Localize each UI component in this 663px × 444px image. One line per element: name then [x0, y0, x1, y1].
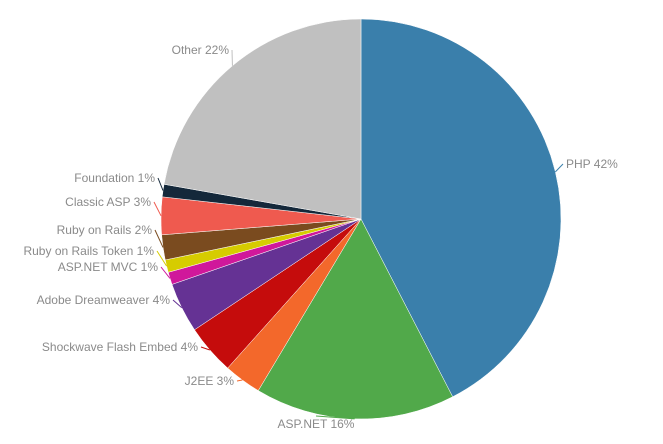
- leader-line-php: [555, 163, 564, 173]
- leader-line-j2ee: [236, 379, 243, 382]
- leader-line-shockwave-flash-embed: [200, 346, 211, 351]
- label-ruby-on-rails: Ruby on Rails 2%: [57, 223, 153, 237]
- slices-layer: [160, 18, 562, 420]
- label-asp-net: ASP.NET 16%: [278, 417, 355, 431]
- leader-line-ruby-on-rails-token: [156, 250, 168, 267]
- leader-lines-layer: [153, 49, 564, 420]
- label-shockwave-flash-embed: Shockwave Flash Embed 4%: [42, 340, 198, 354]
- leader-line-foundation: [157, 177, 164, 191]
- label-classic-asp: Classic ASP 3%: [65, 195, 151, 209]
- label-adobe-dreamweaver: Adobe Dreamweaver 4%: [37, 293, 171, 307]
- leader-line-asp-net-mvc: [160, 266, 171, 279]
- leader-line-adobe-dreamweaver: [172, 299, 183, 309]
- leader-line-asp-net: [315, 415, 355, 420]
- label-other: Other 22%: [172, 43, 230, 57]
- label-foundation: Foundation 1%: [74, 171, 155, 185]
- leader-line-classic-asp: [153, 201, 162, 217]
- labels-layer: PHP 42% ASP.NET 16% J2EE 3% Shockwave Flash…: [23, 43, 618, 431]
- label-j2ee: J2EE 3%: [185, 374, 235, 388]
- label-php: PHP 42%: [566, 157, 618, 171]
- label-asp-net-mvc: ASP.NET MVC 1%: [58, 260, 159, 274]
- slice-other[interactable]: [163, 18, 362, 220]
- slice-asp-net[interactable]: [257, 218, 453, 420]
- leader-line-ruby-on-rails: [154, 229, 164, 248]
- label-ruby-on-rails-token: Ruby on Rails Token 1%: [23, 244, 154, 258]
